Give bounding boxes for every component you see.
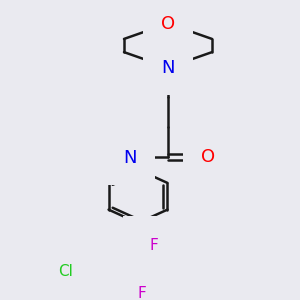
Text: O: O bbox=[141, 234, 155, 252]
Text: N: N bbox=[123, 149, 137, 167]
Text: N: N bbox=[161, 58, 175, 76]
Text: Cl: Cl bbox=[58, 264, 74, 279]
Text: F: F bbox=[138, 286, 146, 300]
Text: H: H bbox=[110, 144, 122, 159]
Text: O: O bbox=[201, 148, 215, 166]
Text: O: O bbox=[161, 15, 175, 33]
Text: F: F bbox=[150, 238, 158, 253]
